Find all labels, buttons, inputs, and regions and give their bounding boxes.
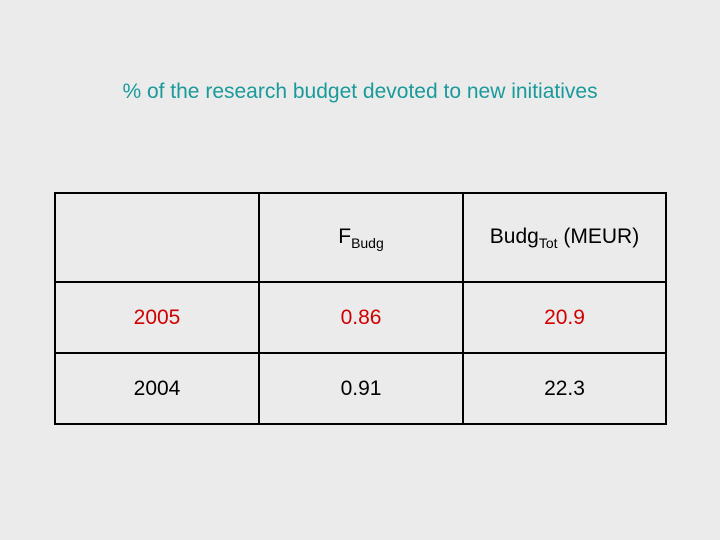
data-cell: 22.3 (462, 352, 667, 425)
data-cell: 2004 (54, 352, 260, 425)
slide-title: % of the research budget devoted to new … (122, 80, 598, 103)
data-cell: 0.91 (258, 352, 464, 425)
data-row: 2005 0.86 20.9 (54, 281, 667, 354)
header-base: F (338, 224, 352, 248)
header-sub: Tot (538, 234, 558, 251)
header-base: Budg (489, 224, 539, 248)
header-sub: Budg (351, 234, 384, 251)
header-suffix: (MEUR) (557, 224, 640, 248)
header-cell: FBudg (258, 192, 464, 283)
data-cell: 0.86 (258, 281, 464, 354)
data-row: 2004 0.91 22.3 (54, 352, 667, 425)
budget-table: FBudg BudgTot (MEUR) 2005 0.86 20.9 2004 0.9… (54, 192, 667, 425)
empty-header-cell (54, 192, 260, 283)
header-cell: BudgTot (MEUR) (462, 192, 667, 283)
table-body: FBudg BudgTot (MEUR) 2005 0.86 20.9 2004 0.9… (54, 192, 667, 425)
data-cell: 2005 (54, 281, 260, 354)
header-row: FBudg BudgTot (MEUR) (54, 192, 667, 283)
data-cell: 20.9 (462, 281, 667, 354)
